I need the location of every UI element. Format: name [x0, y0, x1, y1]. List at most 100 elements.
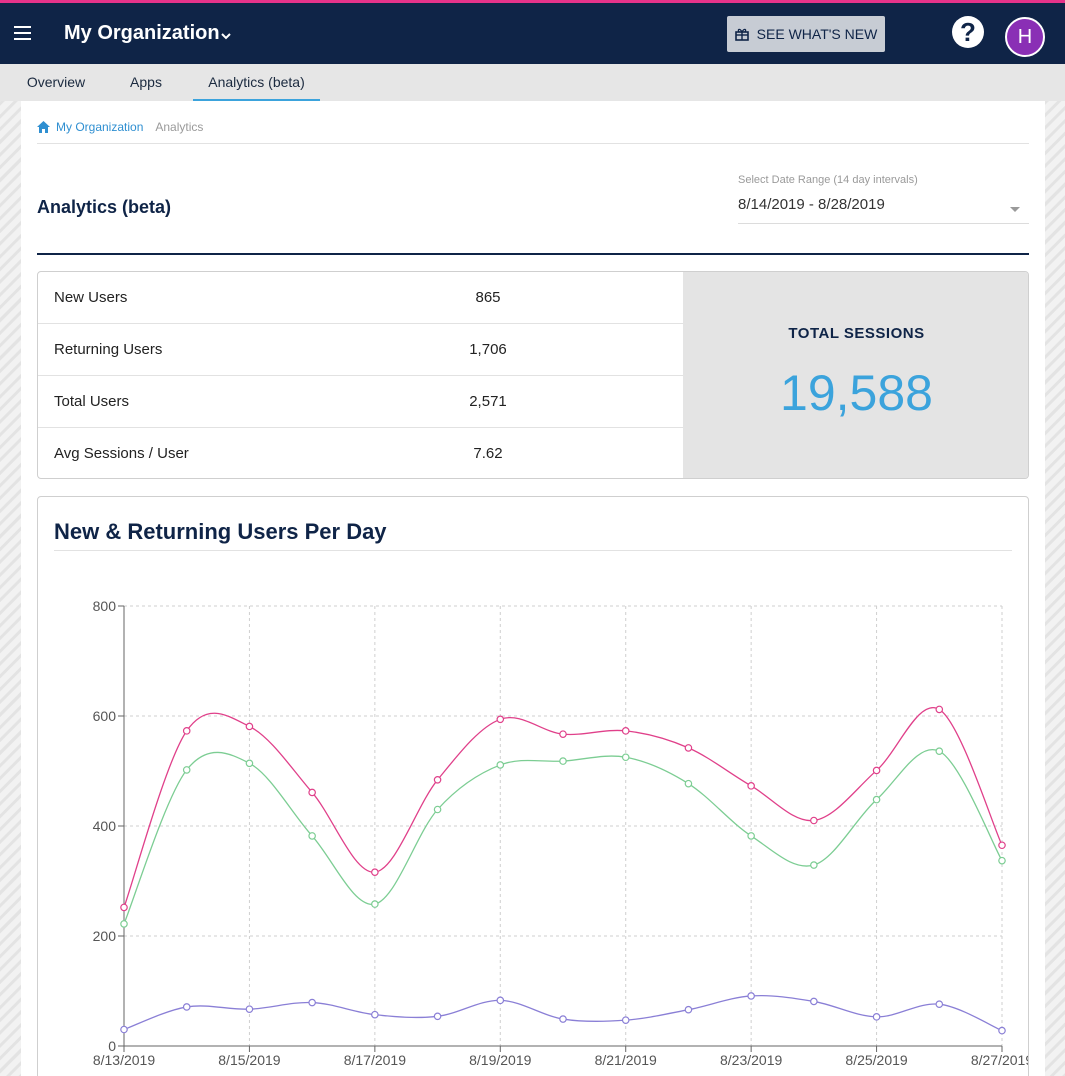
help-icon[interactable]: ?: [952, 16, 984, 48]
data-point: [182, 727, 191, 735]
data-point: [182, 766, 191, 774]
menu-icon[interactable]: [14, 26, 31, 40]
users-per-day-chart-card: New & Returning Users Per Day 0 200 400 600…: [37, 496, 1029, 1076]
stat-value: 865: [475, 289, 501, 306]
x-tick-label: 8/21/2019: [595, 1052, 657, 1068]
avatar[interactable]: H: [1005, 17, 1045, 57]
org-switcher[interactable]: My Organization: [64, 22, 220, 44]
stat-row-total-users: Total Users 2,571: [38, 376, 683, 428]
stat-label: Avg Sessions / User: [54, 445, 189, 462]
date-range-select[interactable]: 8/14/2019 - 8/28/2019: [738, 196, 885, 213]
y-tick-label: 200: [93, 928, 117, 944]
total-sessions-panel: TOTAL SESSIONS 19,588: [683, 272, 1028, 478]
chevron-down-icon[interactable]: [220, 31, 232, 41]
x-tick-label: 8/13/2019: [93, 1052, 155, 1068]
data-point: [621, 1016, 630, 1024]
page-title: Analytics (beta): [37, 197, 172, 217]
x-tick-label: 8/27/2019: [971, 1052, 1028, 1068]
caret-down-icon[interactable]: [1009, 205, 1021, 213]
y-tick-label: 800: [93, 598, 117, 614]
stat-label: Returning Users: [54, 341, 163, 358]
data-point: [747, 782, 755, 790]
x-tick-label: 8/25/2019: [845, 1052, 907, 1068]
data-point: [998, 841, 1006, 850]
data-point: [496, 996, 505, 1005]
data-point: [433, 805, 442, 814]
data-point: [559, 730, 567, 738]
y-tick-label: 400: [93, 818, 117, 834]
data-point: [433, 775, 442, 784]
data-point: [371, 868, 379, 877]
data-point: [559, 1015, 567, 1023]
data-point: [747, 832, 755, 840]
x-tick-label: 8/17/2019: [344, 1052, 406, 1068]
top-bar: My Organization SEE WHAT'S NEW ? H: [0, 0, 1065, 64]
stat-value: 2,571: [469, 393, 507, 410]
gift-icon: [734, 28, 749, 41]
data-point: [810, 861, 818, 869]
data-point: [308, 832, 316, 840]
data-point: [559, 757, 567, 765]
data-point: [684, 744, 693, 752]
data-point: [496, 761, 505, 769]
stat-label: Total Users: [54, 393, 130, 410]
home-icon[interactable]: [37, 121, 50, 133]
data-point: [120, 1025, 128, 1034]
x-tick-label: 8/23/2019: [720, 1052, 782, 1068]
data-point: [120, 903, 128, 912]
data-point: [120, 920, 128, 928]
data-point: [935, 1000, 944, 1009]
data-point: [308, 788, 316, 797]
tab-analytics[interactable]: Analytics (beta): [193, 64, 320, 101]
data-point: [810, 997, 818, 1006]
users-line-chart: 0 200 400 600 800 8/13/2019 8/15/2019 8/17/2019…: [93, 598, 1028, 1068]
data-point: [496, 715, 505, 724]
data-point: [684, 779, 693, 788]
data-point: [872, 795, 881, 804]
breadcrumb-current: Analytics: [155, 120, 204, 134]
x-tick-label: 8/19/2019: [469, 1052, 531, 1068]
y-tick-label: 600: [93, 708, 117, 724]
tab-overview[interactable]: Overview: [26, 74, 86, 90]
data-point: [810, 816, 818, 825]
stat-value: 1,706: [469, 341, 507, 358]
data-point: [684, 1005, 693, 1014]
tab-bar: Overview Apps Analytics (beta): [0, 64, 1065, 101]
stat-row-new-users: New Users 865: [38, 272, 683, 324]
data-point: [433, 1012, 442, 1021]
main-content: My Organization Analytics Analytics (bet…: [21, 101, 1045, 1076]
data-point: [872, 1013, 881, 1021]
chart-title: New & Returning Users Per Day: [54, 519, 387, 544]
data-point: [998, 856, 1006, 865]
y-tick-label: 0: [108, 1038, 116, 1054]
data-point: [935, 705, 944, 714]
total-sessions-value: 19,588: [780, 365, 933, 421]
chart-title-divider: [54, 550, 1012, 551]
data-point: [872, 766, 881, 775]
see-whats-new-button[interactable]: SEE WHAT'S NEW: [727, 16, 885, 52]
data-point: [935, 747, 944, 756]
stat-row-avg-sessions: Avg Sessions / User 7.62: [38, 428, 683, 478]
data-point: [621, 727, 630, 735]
data-point: [245, 759, 254, 768]
stat-label: New Users: [54, 289, 128, 306]
tab-apps[interactable]: Apps: [130, 74, 162, 90]
stats-summary: New Users 865 Returning Users 1,706 Tota…: [37, 271, 1029, 479]
date-range-label: Select Date Range (14 day intervals): [738, 174, 918, 186]
stat-value: 7.62: [473, 445, 503, 462]
x-tick-label: 8/15/2019: [218, 1052, 280, 1068]
data-point: [308, 998, 316, 1007]
series-line-2: [123, 994, 1003, 1032]
data-point: [998, 1026, 1006, 1035]
data-point: [371, 900, 379, 908]
title-divider: [37, 253, 1029, 255]
breadcrumb-home-link[interactable]: My Organization: [56, 120, 144, 134]
stat-row-returning-users: Returning Users 1,706: [38, 324, 683, 376]
series-line-1: [123, 748, 1003, 925]
data-point: [245, 1005, 254, 1013]
divider: [37, 143, 1029, 144]
date-range-underline: [738, 223, 1029, 224]
total-sessions-label: TOTAL SESSIONS: [788, 325, 925, 342]
data-point: [621, 753, 630, 762]
breadcrumb: My Organization Analytics: [37, 120, 203, 134]
